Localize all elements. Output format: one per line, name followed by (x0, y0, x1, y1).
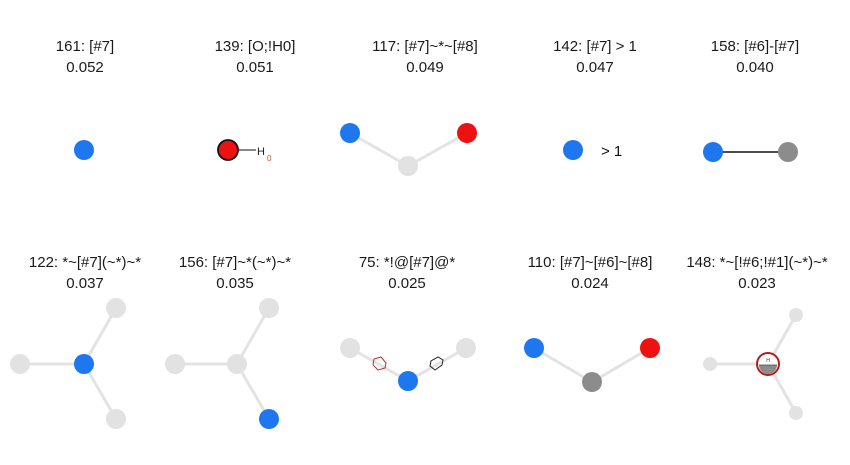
hydrogen-label: H (257, 146, 265, 158)
panel-title: 117: [#7]~*~[#8] (372, 38, 478, 55)
bond (82, 362, 118, 421)
panel-score: 0.023 (738, 275, 776, 292)
panel-title: 75: *!@[#7]@* (358, 254, 456, 271)
carbon-atom (582, 372, 602, 392)
panel-142: 142: [#7] > 1 0.047 > 1 (510, 0, 680, 232)
hydrogen-count: 0 (267, 154, 272, 163)
panel-110: 110: [#7]~[#6]~[#8] 0.024 (505, 216, 675, 448)
wildcard-atom (227, 354, 247, 374)
panel-139: 139: [O;!H0] 0.051 H 0 (170, 0, 340, 232)
wildcard-atom (259, 298, 279, 318)
panel-score: 0.051 (236, 59, 274, 76)
not-ring-bond-marker (372, 356, 387, 371)
bond (82, 306, 118, 366)
wildcard-atom (398, 156, 418, 176)
panel-158: 158: [#6]-[#7] 0.040 (670, 0, 840, 232)
molecule-diagram: H 0 (217, 139, 272, 163)
bond (406, 131, 469, 168)
nitrogen-atom (259, 409, 279, 429)
bond (235, 362, 271, 421)
panel-122: 122: *~[#7](~*)~* 0.037 (0, 216, 170, 448)
oxygen-atom (640, 338, 660, 358)
bond (590, 346, 652, 384)
panel-title: 158: [#6]-[#7] (710, 38, 800, 55)
molecule-diagram (524, 338, 660, 392)
molecule-diagram: > 1 (563, 140, 622, 160)
panel-score: 0.025 (388, 275, 426, 292)
panel-161: 161: [#7] 0.052 (0, 0, 170, 232)
panel-title: 161: [#7] (55, 38, 115, 55)
panel-148: 148: *~[!#6;!#1](~*)~* 0.023 H (672, 216, 842, 448)
molecule-diagram (74, 140, 94, 160)
molecule-diagram (703, 142, 798, 162)
panel-score: 0.037 (66, 275, 104, 292)
wildcard-atom (340, 338, 360, 358)
panel-117: 117: [#7]~*~[#8] 0.049 (340, 0, 510, 232)
nitrogen-atom (398, 371, 418, 391)
wildcard-atom (456, 338, 476, 358)
oxygen-atom (457, 123, 477, 143)
panel-score: 0.052 (66, 59, 104, 76)
molecule-diagram (340, 338, 476, 391)
molecule-diagram: H (703, 308, 803, 420)
wildcard-atom (106, 409, 126, 429)
panel-score: 0.047 (576, 59, 614, 76)
nitrogen-atom (703, 142, 723, 162)
wildcard-atom (165, 354, 185, 374)
nitrogen-atom (524, 338, 544, 358)
molecule-diagram (10, 298, 126, 429)
wildcard-atom (789, 406, 803, 420)
panel-title: 142: [#7] > 1 (553, 38, 637, 55)
bond (532, 346, 594, 384)
carbon-atom (778, 142, 798, 162)
wildcard-atom (789, 308, 803, 322)
panel-score: 0.040 (736, 59, 774, 76)
panel-75: 75: *!@[#7]@* 0.025 (322, 216, 492, 448)
panel-title: 148: *~[!#6;!#1](~*)~* (686, 254, 828, 271)
nitrogen-atom (74, 354, 94, 374)
panel-title: 139: [O;!H0] (214, 38, 296, 55)
hetero-atom-marker: H (756, 352, 780, 376)
oxygen-atom (217, 139, 239, 161)
panel-score: 0.024 (571, 275, 609, 292)
panel-score: 0.049 (406, 59, 444, 76)
nitrogen-atom (340, 123, 360, 143)
panel-title: 156: [#7]~*(~*)~* (178, 254, 292, 271)
hetero-atom-label: H (766, 358, 770, 364)
panel-title: 122: *~[#7](~*)~* (28, 254, 142, 271)
wildcard-atom (10, 354, 30, 374)
bond (406, 346, 468, 383)
panel-156: 156: [#7]~*(~*)~* 0.035 (150, 216, 320, 448)
ring-bond-marker (429, 356, 444, 371)
bond (348, 346, 410, 383)
molecule-diagram (165, 298, 279, 429)
nitrogen-atom (563, 140, 583, 160)
panel-score: 0.035 (216, 275, 254, 292)
molecule-diagram (340, 123, 477, 176)
count-label: > 1 (601, 143, 622, 160)
bond (348, 131, 410, 168)
nitrogen-atom (74, 140, 94, 160)
bond (235, 306, 271, 366)
wildcard-atom (703, 357, 717, 371)
panel-title: 110: [#7]~[#6]~[#8] (527, 254, 653, 271)
wildcard-atom (106, 298, 126, 318)
